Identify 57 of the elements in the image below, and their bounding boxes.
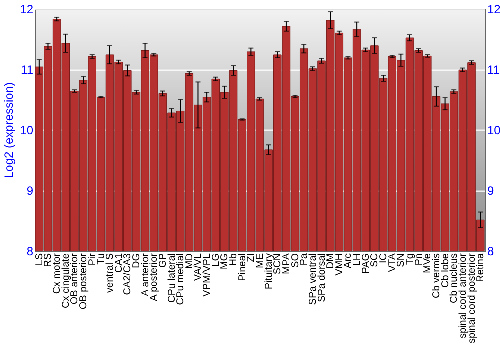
x-tick-label: MPA — [281, 253, 292, 274]
x-tick-label: OB anterior — [70, 252, 81, 305]
x-tick-label: ventral S — [105, 253, 116, 293]
x-tick-label: CA1 — [114, 253, 125, 273]
x-tick-label: IC — [378, 254, 390, 264]
x-tick-label: Cb lobe — [440, 253, 452, 288]
x-tick-label: Arc — [343, 254, 354, 268]
x-tick-label: CA2/CA3 — [122, 253, 134, 296]
x-tick-label: spinal cord posterior — [466, 252, 478, 344]
y2-tick-label: 8 — [488, 244, 494, 258]
x-tick-label: Pn — [414, 254, 425, 266]
x-tick-label: spinal cord anterior — [458, 252, 469, 339]
y-tick-label: 12 — [20, 2, 34, 16]
x-tick-label: LG — [210, 253, 222, 267]
x-tick-label: Tu — [96, 254, 108, 265]
y2-tick-label: 9 — [488, 184, 494, 198]
x-tick-label: SO — [290, 253, 302, 268]
x-tick-label: VMH — [334, 254, 346, 276]
x-tick-label: ME — [255, 253, 266, 268]
y-tick-label: 8 — [26, 244, 34, 258]
x-tick-label: DM — [326, 254, 337, 270]
x-tick-label: PAG — [360, 253, 372, 274]
x-tick-label: VPM/VPL — [202, 253, 214, 297]
x-tick-label: SCN — [272, 254, 284, 275]
x-tick-label: Hb — [228, 253, 240, 266]
y2-tick-label: 10 — [488, 124, 500, 138]
y2-tick-label: 11 — [488, 63, 500, 77]
x-tick-label: LH — [352, 254, 364, 266]
x-tick-label: SN — [396, 254, 408, 268]
x-tick-label: MVe — [422, 253, 434, 274]
x-tick-label: Pa — [299, 253, 310, 266]
x-tick-label: A posterior — [149, 252, 160, 302]
x-tick-label: Pir — [87, 252, 98, 266]
y-axis-title: Log2 (expression) — [2, 82, 16, 179]
x-tick-label: Cb vermis — [431, 254, 442, 299]
y-tick-label: 10 — [20, 124, 34, 138]
x-tick-label: Pineal — [237, 254, 248, 282]
x-tick-label: DG — [131, 253, 142, 268]
x-tick-label: Pituitary — [264, 254, 275, 290]
y-tick-label: 9 — [26, 184, 34, 198]
x-tick-label: SPa dorsal — [316, 254, 328, 302]
x-tick-label: RS — [43, 253, 54, 268]
x-tick-label: Cx cingulate — [60, 253, 72, 309]
x-tick-label: SC — [370, 254, 381, 268]
x-tick-label: GP — [158, 253, 169, 268]
y2-tick-label: 12 — [488, 2, 500, 16]
x-tick-label: A anterior — [140, 252, 152, 296]
x-tick-label: ZI — [246, 254, 258, 262]
x-tick-label: OB posterior — [78, 252, 90, 310]
x-tick-label: SPa ventral — [308, 254, 319, 306]
x-tick-label: VTA — [387, 253, 398, 272]
x-tick-label: Tg — [405, 254, 416, 266]
y-tick-label: 11 — [21, 63, 34, 77]
x-tick-label: Cb nucleus — [449, 254, 460, 304]
x-tick-label: CPu medial — [176, 254, 187, 306]
x-tick-label: Retina — [476, 253, 487, 282]
x-tick-label: LS — [34, 253, 46, 266]
